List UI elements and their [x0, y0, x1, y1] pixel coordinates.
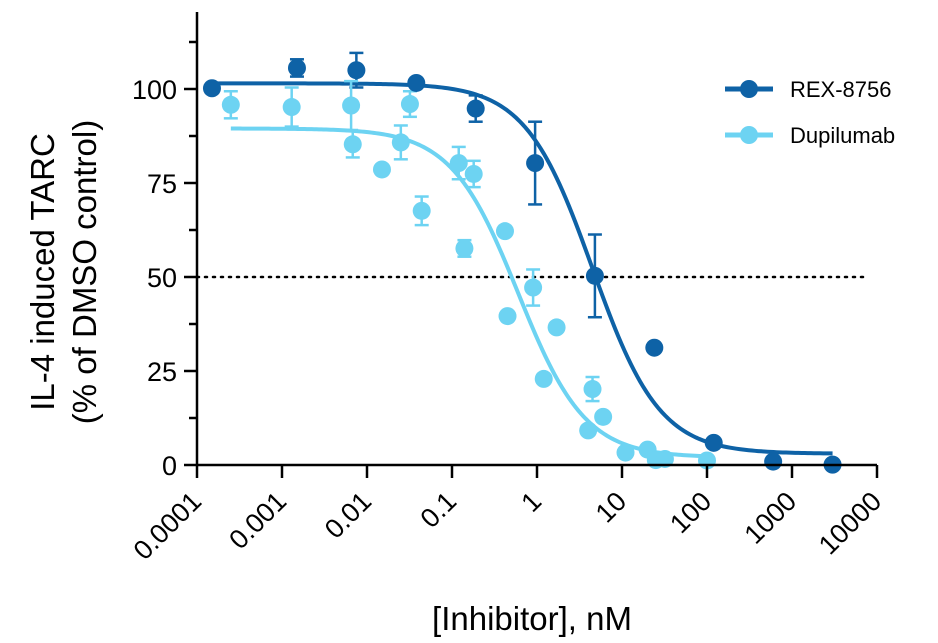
data-point-1	[464, 164, 483, 183]
data-point-1	[342, 96, 361, 115]
data-point-1	[343, 135, 362, 154]
data-point-1	[534, 369, 553, 388]
data-point-0	[645, 338, 664, 357]
data-point-0	[407, 73, 426, 92]
y-tick-label: 0	[162, 451, 177, 481]
x-tick-label: 1000	[739, 486, 803, 550]
data-point-1	[579, 421, 598, 440]
data-point-1	[412, 201, 431, 220]
axes: 0 25 50 75 100 0.0001 0.001 0.01 0.1 1 10 100 1000 10…	[128, 12, 887, 566]
data-point-0	[466, 99, 485, 118]
y-tick-label: 50	[147, 263, 177, 293]
x-tick-label: 0.1	[414, 486, 462, 534]
x-tick-label: 10000	[813, 486, 887, 560]
data-point-1	[221, 95, 240, 114]
data-point-1	[594, 407, 613, 426]
data-points	[202, 58, 842, 474]
legend-marker-rex-8756	[740, 80, 758, 98]
x-tick-label: 100	[664, 486, 717, 539]
y-axis-title-line1: IL-4 induced TARC	[24, 133, 61, 411]
data-point-0	[287, 58, 306, 77]
legend-label-dupilumab: Dupilumab	[790, 123, 895, 148]
data-point-1	[400, 95, 419, 114]
data-point-1	[655, 449, 674, 468]
data-point-1	[455, 239, 474, 258]
y-tick-label: 100	[132, 75, 177, 105]
y-axis-title-line2: (% of DMSO control)	[66, 120, 103, 424]
y-tick-label: 75	[147, 169, 177, 199]
x-tick-label: 0.01	[319, 486, 377, 544]
data-point-0	[704, 433, 723, 452]
fit-curves	[211, 81, 833, 459]
data-point-0	[585, 266, 604, 285]
data-point-1	[282, 98, 301, 117]
data-point-1	[372, 160, 391, 179]
data-point-1	[524, 278, 543, 297]
data-point-1	[449, 154, 468, 173]
data-point-1	[616, 443, 635, 462]
data-point-1	[495, 222, 514, 241]
data-point-0	[202, 79, 221, 98]
x-axis-title: [Inhibitor], nM	[432, 600, 632, 637]
data-point-0	[347, 61, 366, 80]
data-point-0	[526, 154, 545, 173]
y-tick-label: 25	[147, 357, 177, 387]
legend-label-rex-8756: REX-8756	[790, 77, 892, 102]
x-tick-label: 0.001	[223, 486, 292, 555]
data-point-0	[764, 452, 783, 471]
x-tick-label: 1	[515, 486, 547, 518]
data-point-1	[391, 133, 410, 152]
x-tick-label: 10	[590, 486, 632, 528]
fit-curve-0	[211, 81, 833, 456]
x-tick-label: 0.0001	[128, 486, 208, 566]
data-point-1	[547, 318, 566, 337]
data-point-1	[498, 307, 517, 326]
data-point-1	[583, 380, 602, 399]
legend: REX-8756 Dupilumab	[725, 77, 895, 148]
legend-marker-dupilumab	[740, 126, 758, 144]
